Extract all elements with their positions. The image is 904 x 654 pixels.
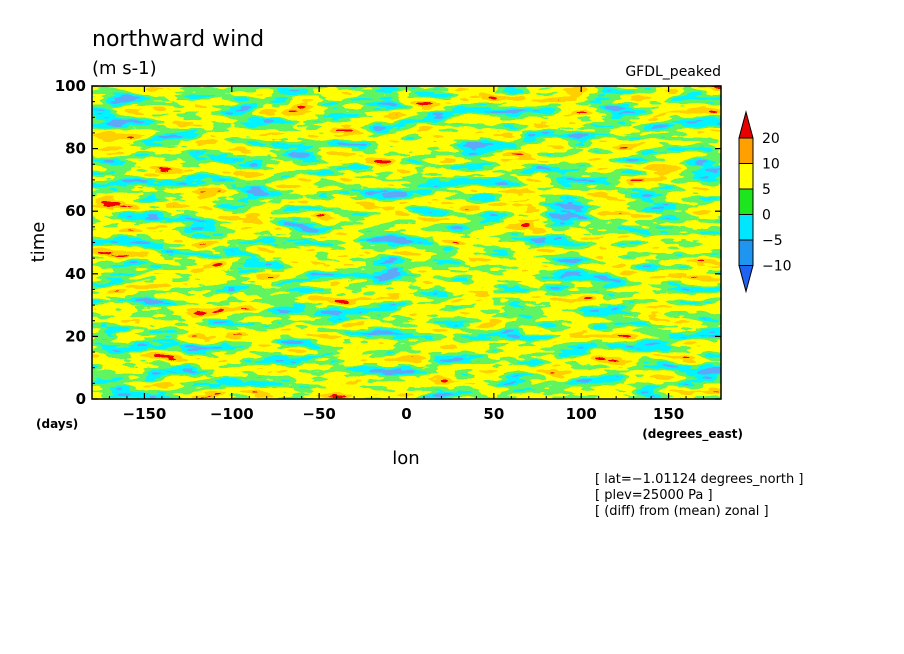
colorbar-arrow-bottom [738, 265, 754, 294]
colorbar: 20 10 5 0 −5 −10 [738, 110, 792, 294]
y-tick-label: 60 [65, 202, 86, 220]
chart-subtitle: (m s-1) [92, 58, 157, 79]
colorbar-label: −5 [762, 233, 783, 249]
x-tick-label: 50 [483, 405, 504, 423]
colorbar-label: 5 [762, 182, 771, 198]
colorbar-box [738, 137, 754, 164]
colorbar-arrow-top [738, 110, 754, 139]
x-tick-label: −100 [210, 405, 254, 423]
colorbar-box [738, 163, 754, 190]
colorbar-box [738, 214, 754, 241]
y-tick-label: 40 [65, 265, 86, 283]
x-tick-label: 0 [401, 405, 411, 423]
y-axis-unit: (days) [36, 417, 78, 431]
y-tick-label: 100 [55, 77, 86, 95]
annotation-line: [ plev=25000 Pa ] [595, 488, 713, 503]
y-tick-label: 20 [65, 327, 86, 345]
x-tick-label: 150 [653, 405, 684, 423]
x-tick-label: 100 [566, 405, 597, 423]
annotation-line: [ (diff) from (mean) zonal ] [595, 504, 769, 519]
colorbar-label: 20 [762, 131, 780, 147]
y-axis: 0 20 40 60 80 100 [55, 77, 721, 408]
colorbar-box [738, 188, 754, 215]
colorbar-label: −10 [762, 259, 792, 275]
x-tick-label: −150 [122, 405, 166, 423]
colorbar-label: 0 [762, 208, 771, 224]
y-axis-label: time [28, 222, 49, 263]
colorbar-label: 10 [762, 157, 780, 173]
annotation-line: [ lat=−1.01124 degrees_north ] [595, 472, 803, 487]
annotations: [ lat=−1.01124 degrees_north ][ plev=250… [595, 472, 803, 519]
y-tick-label: 0 [76, 390, 86, 408]
colorbar-box [738, 239, 754, 266]
x-axis-unit: (degrees_east) [642, 427, 743, 442]
contour-field [92, 86, 721, 399]
x-tick-label: −50 [302, 405, 335, 423]
wind-contours [92, 86, 721, 399]
chart-title: northward wind [92, 27, 264, 52]
model-label: GFDL_peaked [625, 64, 721, 80]
x-axis: −150 −100 −50 0 50 100 150 [108, 86, 705, 423]
y-tick-label: 80 [65, 140, 86, 158]
x-axis-label: lon [392, 448, 419, 469]
